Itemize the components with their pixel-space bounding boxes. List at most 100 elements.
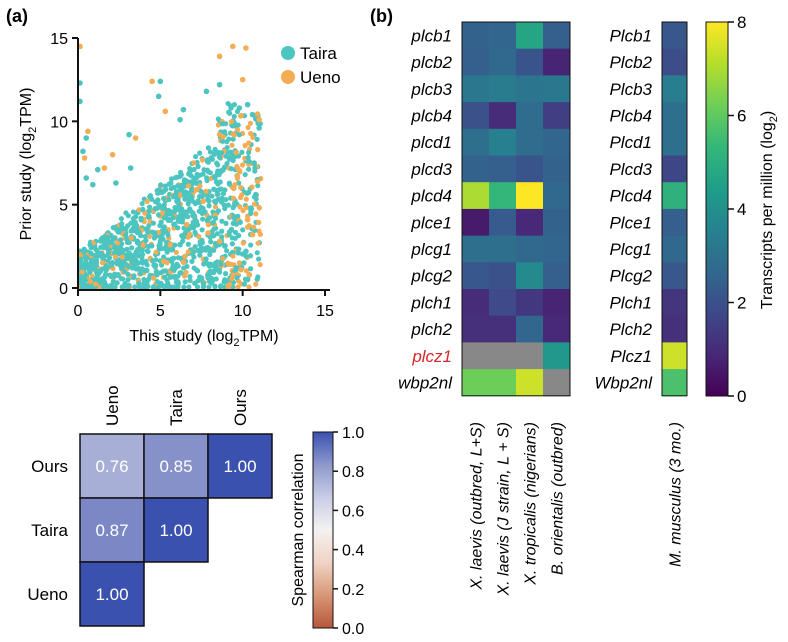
scatter-cloud-point [205,222,212,228]
expression-cell [662,208,687,237]
spearman-colorbar-label: Spearman correlation [290,454,307,607]
scatter-cloud-point [231,113,237,120]
scatter-cloud-point [116,229,122,235]
scatter-cloud-point [153,249,159,255]
xenopus-cells [461,21,571,397]
scatter-cloud-point [185,249,191,255]
scatter-cloud-point [142,233,148,240]
scatter-cloud-point [251,224,257,230]
scatter-cloud-point [236,132,242,138]
expression-cell [462,235,490,263]
scatter-cloud-point [219,228,225,234]
species-column-label: X. laevis (outbred, L+S) [469,422,486,591]
scatter-cloud-point [132,222,138,228]
expression-cell [543,369,571,397]
y-tick-label: 10 [50,114,68,131]
scatter-cloud-point [125,263,131,270]
scatter-cloud-point [239,149,245,155]
expression-cell [489,315,517,343]
scatter-cloud-point [232,182,238,188]
data-point [198,245,205,251]
scatter-cloud-point [162,283,168,290]
scatter-cloud-point [228,119,235,125]
scatter-cloud-point [240,240,246,246]
colorbar-tick-label: 0.4 [342,543,364,560]
data-point [113,180,119,186]
scatter-ticks: 0 5 10 15 0 5 10 15 [50,31,334,320]
data-point [226,281,233,288]
scatter-cloud-point [78,256,84,263]
scatter-cloud-point [109,259,116,266]
gene-row-label: Plch1 [609,293,652,312]
gene-row-label: plch1 [410,293,452,312]
expression-cell [462,369,490,397]
scatter-cloud-point [187,168,194,174]
scatter-cloud-point [208,262,215,268]
scatter-cloud-point [186,197,192,204]
scatter-cloud-point [162,268,169,274]
correlation-axis-labels: Ours Taira Ueno Ueno Taira Ours [27,385,250,604]
scatter-cloud-point [171,221,177,228]
scatter-density-cloud [77,100,264,290]
scatter-cloud-point [150,257,156,264]
scatter-cloud-point [106,255,113,261]
data-point [203,88,210,95]
scatter-cloud-point [241,281,248,287]
scatter-cloud-point [246,149,252,156]
data-point [253,191,259,198]
correlation-value: 1.00 [159,521,192,540]
scatter-cloud-point [131,274,137,280]
scatter-cloud-point [146,212,152,219]
species-column-label: M. musculus (3 mo.) [668,422,685,567]
scatter-cloud-point [200,280,206,286]
scatter-cloud-point [247,253,254,259]
data-point [244,276,251,283]
scatter-cloud-point [168,180,174,186]
scatter-cloud-point [247,120,254,126]
scatter-cloud-point [245,189,252,196]
correlation-value: 1.00 [95,585,128,604]
expression-cell [462,289,490,317]
scatter-cloud-point [246,284,252,290]
data-point [205,230,211,236]
expression-cell [543,48,571,76]
scatter-cloud-point [230,123,236,129]
data-point [180,106,187,113]
data-point [244,216,251,223]
data-point [85,128,91,135]
scatter-cloud-point [234,275,240,281]
legend-label: Taira [300,44,337,63]
scatter-plot: 0 5 10 15 0 5 10 15 This study (log2TPM) Prior … [18,31,341,349]
scatter-cloud-point [144,198,150,205]
scatter-cloud-point [204,157,211,163]
scatter-cloud-point [255,240,261,246]
scatter-cloud-point [168,176,175,182]
scatter-cloud-point [218,261,224,267]
scatter-cloud-point [94,248,100,254]
data-point [182,253,188,260]
scatter-cloud-point [116,248,122,254]
expression-cell [489,22,517,50]
expression-cell [543,289,571,317]
scatter-cloud-point [129,255,135,261]
scatter-cloud-point [138,233,144,239]
expression-cell [516,75,544,103]
gene-row-label: Plcb3 [609,80,652,99]
data-point [216,238,223,245]
data-point [216,81,223,88]
data-point [132,135,139,141]
scatter-cloud-point [212,204,219,210]
mouse-cells [661,21,688,397]
scatter-cloud-point [226,136,232,142]
scatter-cloud-point [167,217,174,223]
scatter-cloud-point [225,202,231,208]
expression-cell [543,22,571,50]
expression-cell [462,128,490,156]
expression-cell [662,182,687,210]
expression-cell [516,235,544,263]
scatter-cloud-point [119,254,125,260]
scatter-cloud-point [242,171,248,178]
scatter-cloud-point [230,253,236,259]
scatter-cloud-point [144,248,150,254]
scatter-cloud-point [119,221,125,227]
